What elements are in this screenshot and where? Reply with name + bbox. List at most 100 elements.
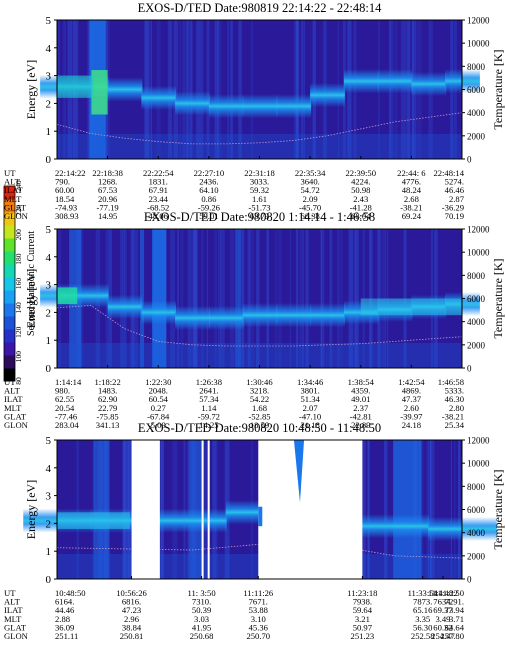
colorbar-swatch — [4, 342, 15, 356]
orbit-table-cell: 70.19 — [445, 211, 464, 221]
heatmap-streak — [248, 229, 251, 368]
orbit-table-cell: 45.36 — [249, 622, 269, 632]
y-tick-label: 4 — [46, 463, 52, 475]
x-tick-label: 1:30:46 — [246, 377, 273, 387]
orbit-table-cell: 57.34 — [199, 394, 219, 404]
y2-axis-label: Temperature [K] — [491, 49, 505, 129]
y-tick-label: 2 — [46, 307, 52, 319]
orbit-table-cell: 3.21 — [355, 614, 370, 624]
heatmap-streak — [296, 20, 300, 159]
y-tick-label: 2 — [46, 518, 52, 530]
heatmap-streak — [190, 229, 196, 368]
orbit-table-cell: 62.55 — [55, 394, 74, 404]
orbit-table-cell: 2.60 — [404, 403, 419, 413]
heatmap-fragment — [258, 506, 263, 527]
heatmap-streak — [354, 229, 359, 368]
orbit-table-cell: -42.81 — [350, 411, 372, 421]
colorbar-swatch — [4, 264, 15, 278]
orbit-table-cell: -59.72 — [198, 411, 220, 421]
colorbar-tick-label: 240 — [14, 180, 23, 192]
colorbar-swatch — [4, 316, 15, 330]
x-tick-label: 1:26:38 — [196, 377, 222, 387]
orbit-table-cell: 1.68 — [252, 403, 267, 413]
orbit-table-cell: 250.70 — [246, 631, 270, 641]
heatmap-bright-column — [152, 229, 167, 368]
x-tick-label: 11:11:26 — [243, 588, 274, 598]
colorbar-swatch — [4, 368, 15, 382]
heatmap-streak — [299, 229, 301, 368]
y-axis-label: Energy [eV] — [24, 480, 38, 539]
orbit-row-label: MLT — [4, 194, 22, 204]
y-tick-label: 2 — [46, 98, 52, 110]
orbit-table-cell: 2048. — [149, 386, 168, 396]
y-tick-label: 0 — [46, 363, 52, 375]
heatmap-streak — [289, 229, 291, 368]
orbit-table-cell: 50.39 — [192, 605, 211, 615]
orbit-row-label: GLON — [4, 631, 29, 641]
colorbar-tick-label: 220 — [14, 205, 23, 217]
orbit-table-cell: 51.34 — [300, 394, 320, 404]
orbit-table-cell: 7310. — [192, 597, 211, 607]
intense-patch — [360, 298, 462, 316]
heatmap-streak — [216, 20, 222, 159]
orbit-row-label: ILAT — [4, 605, 23, 615]
orbit-table-cell: 2.87 — [449, 194, 465, 204]
heatmap-streak — [238, 20, 242, 159]
y2-tick-label: 10000 — [467, 459, 490, 469]
orbit-table-cell: 790. — [55, 177, 70, 187]
orbit-table-cell: 20.54 — [55, 403, 75, 413]
heatmap-streak — [201, 229, 204, 368]
orbit-table-cell: 2.07 — [303, 403, 319, 413]
orbit-table-cell: 1483. — [98, 386, 117, 396]
orbit-table-cell: 3.35 — [415, 614, 430, 624]
orbit-table-cell: 46.46 — [445, 185, 465, 195]
orbit-table-cell: 48.24 — [402, 185, 422, 195]
orbit-table-cell: 46.30 — [445, 394, 464, 404]
orbit-table-cell: 1.61 — [252, 194, 267, 204]
orbit-table-cell: 2641. — [199, 386, 218, 396]
orbit-table-cell: 4224. — [351, 177, 370, 187]
y2-tick-label: 0 — [467, 364, 472, 374]
orbit-row-label: ALT — [4, 177, 21, 187]
orbit-table-cell: 69.24 — [402, 211, 422, 221]
orbit-row-label: GLON — [4, 211, 29, 221]
heatmap-streak — [361, 440, 366, 579]
orbit-table-cell: 3218. — [250, 386, 269, 396]
heatmap-streak — [196, 20, 200, 159]
x-tick-label: 1:22:30 — [145, 377, 171, 387]
energy-band-segment — [73, 283, 109, 308]
heatmap-streak — [229, 229, 235, 368]
orbit-table-cell: 3.49 — [435, 614, 450, 624]
heatmap-streak — [241, 229, 245, 368]
y-tick-label: 5 — [46, 15, 52, 27]
orbit-table-cell: 3033. — [250, 177, 269, 187]
energy-band-segment — [276, 303, 312, 328]
heatmap-streak — [384, 440, 388, 579]
orbit-table-cell: 2.88 — [55, 614, 70, 624]
heatmap-streak — [367, 440, 370, 579]
heatmap-streak — [367, 440, 370, 579]
orbit-table-cell: 2.96 — [124, 614, 140, 624]
orbit-table-cell: 54.22 — [250, 394, 269, 404]
heatmap-streak — [227, 20, 230, 159]
orbit-table-cell: 25.34 — [445, 420, 465, 430]
orbit-table-cell: 36.09 — [55, 622, 74, 632]
y2-tick-label: 6000 — [467, 505, 486, 515]
heatmap-streak — [186, 20, 189, 159]
y-tick-label: 0 — [46, 574, 52, 586]
energy-band-segment — [276, 94, 312, 119]
heatmap-streak — [301, 229, 304, 368]
heatmap-streak — [348, 229, 354, 368]
x-tick-label: 1:34:46 — [297, 377, 324, 387]
heatmap-streak — [250, 229, 254, 368]
orbit-table-cell: 67.53 — [98, 185, 117, 195]
intense-patch — [91, 70, 108, 115]
x-tick-label: 11:23:18 — [347, 588, 377, 598]
colorbar-swatch — [4, 225, 15, 239]
energy-band-segment — [175, 305, 210, 330]
orbit-table-cell: 0.86 — [201, 194, 217, 204]
heatmap-streak — [255, 229, 260, 368]
colorbar-tick-label: 180 — [14, 253, 23, 265]
orbit-table-cell: 47.37 — [402, 394, 422, 404]
y-tick-label: 3 — [46, 71, 52, 83]
